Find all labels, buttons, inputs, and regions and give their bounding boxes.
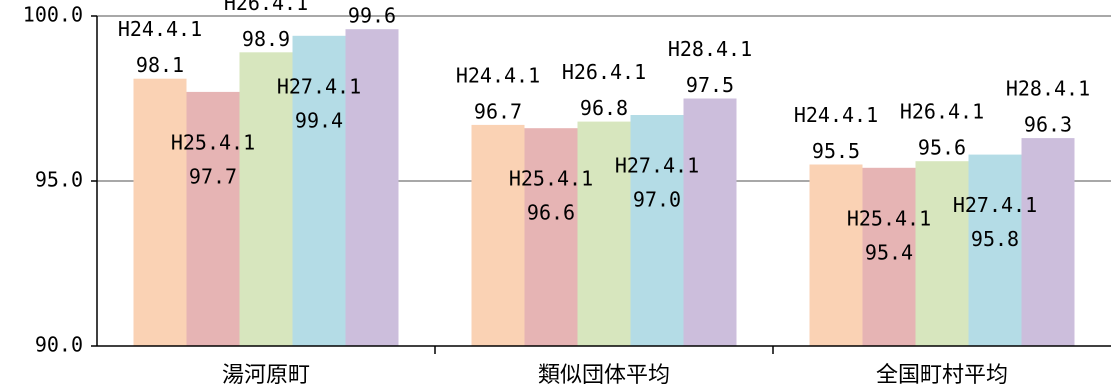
series-name-label: H27.4.1 <box>953 193 1037 217</box>
series-name-label: H25.4.1 <box>171 130 255 154</box>
bar <box>915 161 969 346</box>
series-name-label: H24.4.1 <box>456 63 540 87</box>
series-name-label: H24.4.1 <box>118 17 202 41</box>
x-category-label: 全国町村平均 <box>876 363 1008 388</box>
value-label: 98.1 <box>136 53 184 77</box>
y-tick-label: 90.0 <box>35 333 83 357</box>
value-label: 97.5 <box>686 73 734 97</box>
value-label: 97.7 <box>189 164 237 188</box>
bar <box>524 128 578 346</box>
value-label: 96.3 <box>1024 113 1072 137</box>
series-name-label: H25.4.1 <box>509 167 593 191</box>
series-name-label: H25.4.1 <box>847 206 931 230</box>
y-tick-label: 95.0 <box>35 168 83 192</box>
value-label: 95.5 <box>812 139 860 163</box>
bar <box>186 91 240 347</box>
value-label: 99.4 <box>295 108 343 132</box>
series-name-label: H28.4.1 <box>1006 77 1090 101</box>
value-label: 95.6 <box>918 136 966 160</box>
bar <box>1021 138 1075 346</box>
bar <box>471 124 525 347</box>
value-label: 96.8 <box>580 96 628 120</box>
x-category-label: 類似団体平均 <box>538 363 670 388</box>
series-name-label: H28.4.1 <box>668 37 752 61</box>
y-tick-label: 100.0 <box>23 3 83 27</box>
series-name-label: H27.4.1 <box>277 74 361 98</box>
bar <box>292 35 346 347</box>
series-name-label: H27.4.1 <box>615 154 699 178</box>
series-name-label: H26.4.1 <box>562 60 646 84</box>
value-label: 96.7 <box>474 99 522 123</box>
bar <box>345 29 399 346</box>
bar <box>133 78 187 346</box>
bar <box>577 121 631 346</box>
series-name-label: H26.4.1 <box>900 100 984 124</box>
bar <box>239 52 293 347</box>
series-name-label: H26.4.1 <box>224 0 308 15</box>
bar <box>862 167 916 346</box>
bar <box>630 115 684 346</box>
bar <box>968 154 1022 346</box>
bar <box>809 164 863 346</box>
value-label: 96.6 <box>527 201 575 225</box>
x-category-label: 湯河原町 <box>222 363 310 388</box>
value-label: 98.9 <box>242 27 290 51</box>
bar <box>683 98 737 346</box>
value-label: 95.8 <box>971 227 1019 251</box>
series-name-label: H24.4.1 <box>794 103 878 127</box>
value-label: 99.6 <box>348 4 396 28</box>
value-label: 97.0 <box>633 188 681 212</box>
value-label: 95.4 <box>865 240 913 264</box>
